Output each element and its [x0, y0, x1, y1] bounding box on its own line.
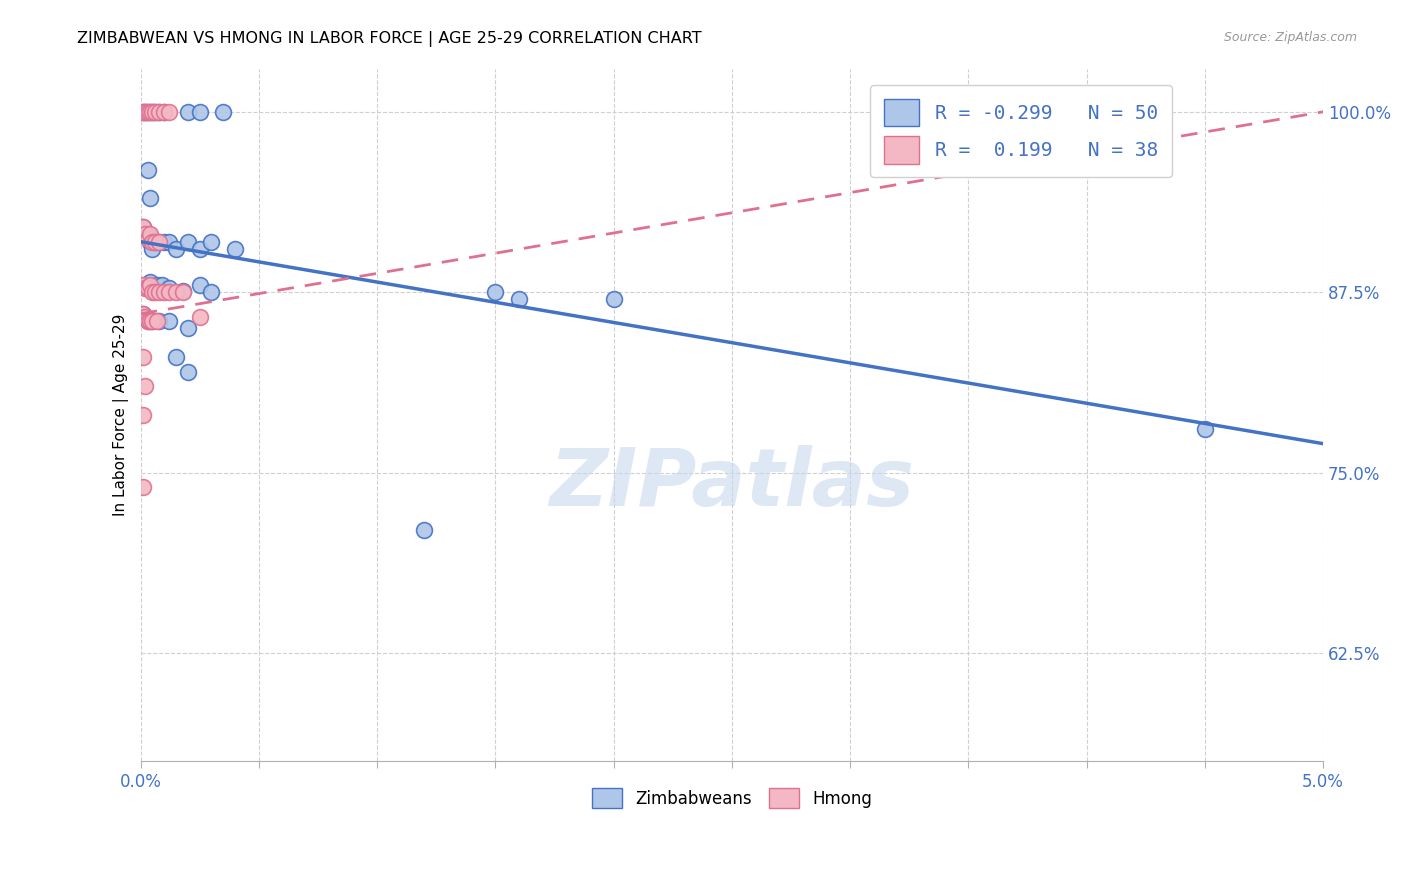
Point	[153, 285, 176, 300]
Point	[136, 162, 159, 177]
Point	[141, 104, 163, 119]
Point	[165, 242, 187, 256]
Point	[148, 235, 170, 249]
Point	[134, 379, 156, 393]
Point	[139, 104, 162, 119]
Point	[139, 314, 162, 328]
Point	[224, 242, 246, 256]
Point	[139, 227, 162, 242]
Point	[484, 285, 506, 300]
Point	[150, 277, 173, 292]
Point	[134, 227, 156, 242]
Legend: Zimbabweans, Hmong: Zimbabweans, Hmong	[585, 781, 879, 815]
Text: ZIPatlas: ZIPatlas	[550, 445, 914, 523]
Point	[132, 480, 155, 494]
Point	[141, 285, 163, 300]
Point	[136, 314, 159, 328]
Point	[148, 285, 170, 300]
Point	[136, 314, 159, 328]
Point	[148, 314, 170, 328]
Point	[143, 285, 166, 300]
Point	[136, 281, 159, 295]
Point	[157, 281, 180, 295]
Point	[212, 104, 235, 119]
Point	[157, 104, 180, 119]
Point	[177, 321, 200, 335]
Point	[165, 285, 187, 300]
Point	[132, 307, 155, 321]
Point	[134, 104, 156, 119]
Point	[188, 310, 211, 324]
Point	[132, 220, 155, 235]
Point	[146, 314, 169, 328]
Point	[139, 235, 162, 249]
Point	[139, 277, 162, 292]
Point	[134, 104, 156, 119]
Point	[153, 104, 176, 119]
Point	[157, 285, 180, 300]
Y-axis label: In Labor Force | Age 25-29: In Labor Force | Age 25-29	[114, 314, 129, 516]
Point	[141, 235, 163, 249]
Point	[188, 104, 211, 119]
Point	[134, 281, 156, 295]
Point	[139, 312, 162, 326]
Point	[188, 242, 211, 256]
Point	[153, 104, 176, 119]
Point	[132, 220, 155, 235]
Point	[136, 104, 159, 119]
Point	[143, 235, 166, 249]
Point	[132, 104, 155, 119]
Point	[143, 104, 166, 119]
Point	[136, 227, 159, 242]
Point	[136, 232, 159, 246]
Point	[148, 104, 170, 119]
Point	[188, 277, 211, 292]
Point	[139, 275, 162, 289]
Point	[172, 285, 194, 300]
Point	[177, 235, 200, 249]
Point	[157, 235, 180, 249]
Point	[157, 314, 180, 328]
Point	[141, 281, 163, 295]
Point	[139, 191, 162, 205]
Point	[200, 285, 222, 300]
Point	[143, 235, 166, 249]
Point	[177, 364, 200, 378]
Point	[132, 104, 155, 119]
Point	[132, 350, 155, 364]
Text: Source: ZipAtlas.com: Source: ZipAtlas.com	[1223, 31, 1357, 45]
Point	[602, 293, 624, 307]
Point	[134, 310, 156, 324]
Point	[200, 235, 222, 249]
Point	[132, 408, 155, 422]
Point	[141, 104, 163, 119]
Point	[136, 281, 159, 295]
Point	[136, 104, 159, 119]
Point	[413, 523, 436, 537]
Point	[148, 235, 170, 249]
Point	[132, 307, 155, 321]
Point	[153, 235, 176, 249]
Point	[1194, 422, 1216, 436]
Point	[134, 310, 156, 324]
Point	[141, 314, 163, 328]
Point	[143, 104, 166, 119]
Point	[148, 104, 170, 119]
Point	[177, 104, 200, 119]
Point	[141, 314, 163, 328]
Text: ZIMBABWEAN VS HMONG IN LABOR FORCE | AGE 25-29 CORRELATION CHART: ZIMBABWEAN VS HMONG IN LABOR FORCE | AGE…	[77, 31, 702, 47]
Point	[508, 293, 530, 307]
Point	[146, 277, 169, 292]
Point	[141, 242, 163, 256]
Point	[172, 284, 194, 298]
Point	[132, 277, 155, 292]
Point	[165, 350, 187, 364]
Point	[134, 277, 156, 292]
